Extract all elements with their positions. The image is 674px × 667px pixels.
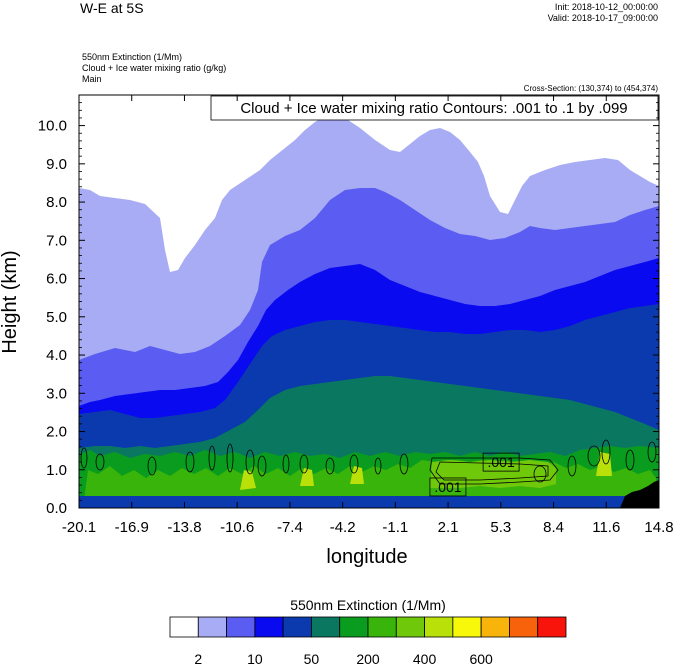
x-tick-label: 8.4 [543, 519, 564, 536]
colorbar-swatch [537, 616, 567, 638]
contour-line [299, 454, 309, 474]
x-tick-label: -7.4 [277, 519, 303, 536]
contour-line [399, 453, 409, 475]
plot-title: W-E at 5S [80, 0, 144, 16]
colorbar-swatch [424, 616, 454, 638]
contour-line [374, 457, 382, 475]
contour-line [533, 465, 547, 483]
y-tick-label: 1.0 [46, 462, 67, 479]
terrain-mask [620, 480, 659, 508]
y-tick-label: 3.0 [46, 385, 67, 402]
x-tick-label: 14.8 [644, 519, 673, 536]
y-tick-label: 0.0 [46, 500, 67, 517]
contour-line [429, 457, 559, 485]
colorbar-label: 400 [413, 651, 437, 667]
x-tick-label: -13.8 [167, 519, 201, 536]
contour-label-box [482, 452, 520, 472]
y-tick-label: 4.0 [46, 347, 67, 364]
y-tick-label: 5.0 [46, 309, 67, 326]
field-label-extinction: 550nm Extinction (1/Mm) [82, 52, 183, 62]
field-label-main: Main [82, 74, 102, 84]
colorbar-swatch [226, 616, 256, 638]
contour-title: Cloud + Ice water mixing ratio Contours:… [240, 100, 627, 117]
colorbar-swatch [395, 616, 425, 638]
y-tick-label: 8.0 [46, 194, 67, 211]
colorbar-labels: 2 10 50 200 400 600 [194, 651, 493, 667]
contour-title-box [210, 95, 659, 121]
contour-line [147, 456, 157, 476]
y-axis-label: Height (km) [0, 250, 21, 353]
colorbar-swatch [169, 616, 199, 638]
colorbar-swatch [254, 616, 284, 638]
x-tick-label: -16.9 [115, 519, 149, 536]
x-tick-label: -20.1 [62, 519, 96, 536]
contour-line [567, 455, 577, 477]
y-axis: 0.0 1.0 2.0 3.0 4.0 5.0 6.0 7.0 8.0 9.0 10.0 [38, 94, 659, 517]
y-tick-label: 10.0 [38, 118, 67, 135]
contour-line [349, 454, 359, 474]
field-level-8 [430, 460, 556, 488]
contour-label: .001 [434, 479, 461, 495]
contour-labels: .001 .001 [429, 452, 520, 497]
field-surface-band [79, 496, 659, 508]
colorbar-swatch [480, 616, 510, 638]
y-tick-label: 2.0 [46, 424, 67, 441]
colorbar-label: 200 [356, 651, 380, 667]
colorbar-swatch [509, 616, 539, 638]
contour-line [226, 443, 234, 473]
contour-line [587, 445, 601, 467]
y-tick-label: 6.0 [46, 271, 67, 288]
mixing-ratio-contours [80, 439, 657, 485]
contour-line [245, 449, 255, 475]
colorbar-swatch [339, 616, 369, 638]
x-tick-label: -1.1 [382, 519, 408, 536]
valid-time: Valid: 2018-10-17_09:00:00 [547, 13, 658, 23]
x-axis: -20.1 -16.9 -13.8 -10.6 -7.4 -4.2 -1.1 2.1 5.3 8.… [62, 95, 674, 536]
contour-line [601, 439, 611, 465]
contour-line [435, 461, 549, 481]
contour-line [325, 457, 335, 475]
colorbar-swatch [311, 616, 341, 638]
init-time: Init: 2018-10-12_00:00:00 [554, 2, 658, 12]
contour-line [282, 454, 290, 474]
colorbar-label: 50 [304, 651, 320, 667]
y-tick-label: 7.0 [46, 232, 67, 249]
contour-line [208, 445, 216, 471]
colorbar-swatch [367, 616, 397, 638]
contour-label-box [429, 477, 467, 497]
colorbar-swatch [197, 616, 227, 638]
colorbar-title: 550nm Extinction (1/Mm) [290, 597, 446, 613]
x-tick-label: 5.3 [490, 519, 511, 536]
colorbar-label: 2 [194, 651, 202, 667]
contour-label: .001 [487, 454, 514, 470]
colorbar [169, 616, 567, 638]
colorbar-label: 10 [247, 651, 263, 667]
extinction-field [79, 95, 659, 508]
colorbar-swatch [452, 616, 482, 638]
contour-line [185, 451, 195, 473]
y-tick-label: 9.0 [46, 156, 67, 173]
x-axis-label: longitude [326, 546, 407, 568]
contour-line [95, 453, 105, 471]
x-tick-label: 2.1 [438, 519, 459, 536]
contour-line [625, 449, 635, 471]
colorbar-label: 600 [469, 651, 493, 667]
contour-line [647, 441, 657, 463]
contour-line [80, 447, 88, 469]
x-tick-label: -4.2 [330, 519, 356, 536]
field-label-mixing-ratio: Cloud + Ice water mixing ratio (g/kg) [82, 63, 227, 73]
contour-line [257, 455, 267, 477]
colorbar-swatch [282, 616, 312, 638]
x-tick-label: -10.6 [220, 519, 254, 536]
cross-section-label: Cross-Section: (130,374) to (454,374) [523, 84, 658, 93]
x-tick-label: 11.6 [592, 519, 620, 536]
